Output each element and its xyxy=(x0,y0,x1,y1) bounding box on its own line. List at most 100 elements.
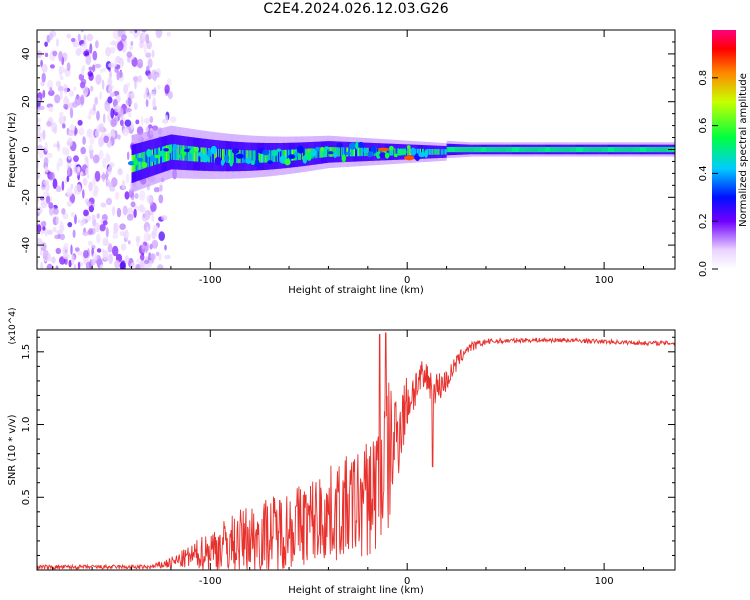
noise-speck xyxy=(110,107,115,119)
noise-speck xyxy=(66,200,73,207)
noise-speck xyxy=(151,69,158,81)
noise-speck xyxy=(58,51,63,62)
band-core xyxy=(256,150,258,163)
noise-speck xyxy=(43,179,49,186)
band-blob xyxy=(297,145,304,154)
band-core xyxy=(317,147,319,158)
band-core xyxy=(559,146,561,153)
noise-speck xyxy=(55,265,59,269)
band-core xyxy=(498,146,500,153)
band-core xyxy=(533,146,535,153)
band-core xyxy=(389,148,391,156)
noise-speck xyxy=(45,195,51,204)
noise-speck xyxy=(41,64,48,73)
band-core xyxy=(211,148,213,163)
noise-speck xyxy=(70,183,74,190)
band-core xyxy=(459,146,461,153)
spectrogram-heatmap xyxy=(37,30,675,269)
noise-speck xyxy=(158,194,164,204)
band-core xyxy=(323,147,325,158)
noise-speck xyxy=(122,127,130,137)
noise-speck xyxy=(88,110,92,118)
band-core xyxy=(636,146,638,153)
noise-speck xyxy=(105,197,113,206)
band-core xyxy=(538,146,540,153)
spectrogram-y-tick-label: 20 xyxy=(21,95,32,108)
band-core xyxy=(455,146,457,153)
noise-speck xyxy=(107,242,113,253)
noise-speck xyxy=(112,30,119,39)
band-core xyxy=(341,147,343,157)
noise-speck xyxy=(55,247,61,255)
noise-speck xyxy=(46,152,53,159)
noise-speck xyxy=(145,126,150,133)
band-core xyxy=(579,146,581,153)
band-core xyxy=(584,146,586,153)
noise-speck xyxy=(151,239,159,249)
noise-speck xyxy=(128,92,135,100)
noise-speck xyxy=(130,201,136,208)
band-core xyxy=(284,149,286,162)
band-core xyxy=(545,146,547,153)
band-core xyxy=(543,146,545,153)
band-core xyxy=(658,146,660,153)
band-core xyxy=(646,146,648,153)
band-core xyxy=(548,146,550,153)
band-core xyxy=(608,146,610,153)
noise-speck xyxy=(150,253,156,261)
band-core xyxy=(510,146,512,153)
band-core xyxy=(262,150,264,163)
spectrogram-y-tick-label: 0 xyxy=(21,146,32,152)
band-core xyxy=(562,146,564,153)
band-core xyxy=(573,146,575,153)
noise-speck xyxy=(83,50,90,57)
band-core xyxy=(393,148,395,156)
band-core xyxy=(334,147,336,157)
noise-speck xyxy=(37,238,43,245)
band-core xyxy=(421,148,423,155)
noise-speck xyxy=(158,231,165,242)
noise-speck xyxy=(136,258,142,264)
noise-speck xyxy=(70,244,73,255)
band-blob xyxy=(235,153,244,159)
noise-speck xyxy=(66,175,70,183)
band-core xyxy=(143,151,145,169)
noise-speck xyxy=(107,166,112,176)
band-blob xyxy=(229,160,233,167)
band-core xyxy=(615,146,618,153)
band-core xyxy=(340,147,342,157)
band-core xyxy=(351,147,353,157)
band-core xyxy=(342,147,344,157)
band-blob xyxy=(189,148,196,154)
band-core xyxy=(531,146,533,153)
band-core xyxy=(589,146,591,153)
band-core xyxy=(593,146,595,153)
band-core xyxy=(470,146,472,153)
band-core xyxy=(588,146,590,153)
band-core xyxy=(479,146,481,153)
band-core xyxy=(271,150,273,163)
noise-speck xyxy=(105,104,111,112)
band-core xyxy=(660,146,662,153)
band-core xyxy=(214,148,216,163)
colorbar-tick-label: 0.4 xyxy=(698,165,709,181)
band-blob xyxy=(336,142,343,148)
band-core xyxy=(517,146,519,153)
band-blob xyxy=(271,149,278,157)
band-core xyxy=(521,146,523,153)
band-core xyxy=(611,146,613,153)
band-core xyxy=(145,151,147,168)
band-core xyxy=(605,146,607,153)
spectrogram-x-tick-label: 100 xyxy=(595,275,614,286)
noise-speck xyxy=(112,245,119,257)
noise-speck xyxy=(72,101,78,108)
band-core xyxy=(623,146,625,153)
noise-speck xyxy=(107,96,113,104)
noise-speck xyxy=(165,114,169,123)
band-core xyxy=(582,146,584,153)
noise-speck xyxy=(85,167,89,176)
noise-speck xyxy=(151,49,155,58)
band-core xyxy=(301,148,303,160)
noise-speck xyxy=(61,180,65,191)
noise-speck xyxy=(66,33,71,39)
